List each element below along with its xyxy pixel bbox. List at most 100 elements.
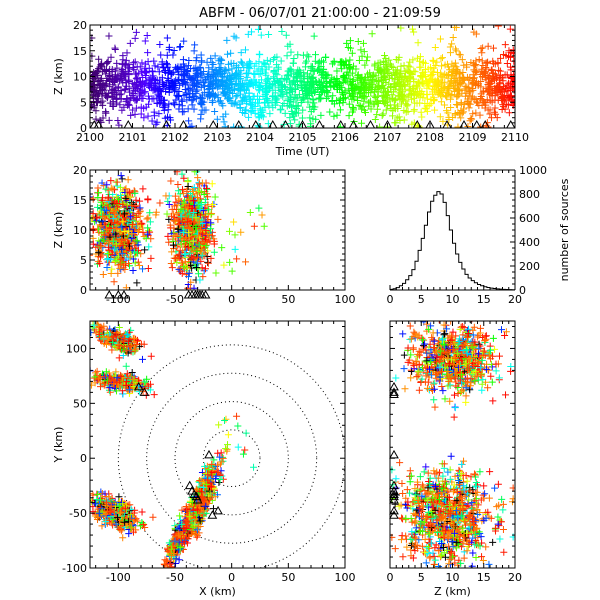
source-point [276, 106, 284, 114]
source-point [122, 381, 130, 389]
source-point [140, 114, 148, 122]
source-point [131, 189, 139, 197]
source-point [400, 72, 408, 80]
source-point [211, 193, 219, 201]
source-point [188, 97, 196, 105]
source-point [255, 95, 263, 103]
x-tick-label: 2109 [459, 131, 487, 144]
source-point [156, 93, 164, 101]
source-point [121, 235, 129, 243]
source-point [280, 83, 288, 91]
source-point [223, 36, 231, 44]
source-point [92, 70, 100, 78]
source-point [170, 99, 178, 107]
source-point [141, 37, 149, 45]
source-point [117, 372, 125, 380]
station-marker [104, 289, 115, 299]
source-point [425, 76, 433, 84]
source-point [144, 230, 152, 238]
source-point [205, 230, 213, 238]
source-point [131, 203, 139, 211]
source-point [382, 106, 390, 114]
source-point [117, 172, 125, 180]
source-point [305, 53, 313, 61]
source-point [205, 64, 213, 72]
source-point [333, 86, 341, 94]
y-tick-label: 10 [73, 71, 87, 84]
source-point [152, 208, 160, 216]
source-point [245, 80, 253, 88]
source-point [492, 86, 500, 94]
source-point [174, 76, 182, 84]
source-point [506, 92, 514, 100]
source-point [289, 110, 297, 118]
source-point [95, 65, 103, 73]
source-point [480, 87, 488, 95]
source-point [219, 113, 227, 121]
source-point [359, 85, 367, 93]
source-point [138, 59, 146, 67]
source-point [286, 114, 294, 122]
source-point [254, 110, 262, 118]
source-point [416, 57, 424, 65]
source-point [477, 45, 485, 53]
source-point [130, 248, 138, 256]
source-point [130, 509, 138, 517]
source-point [234, 64, 242, 72]
source-point [140, 521, 148, 529]
source-point [191, 41, 199, 49]
source-point [99, 81, 107, 89]
source-point [119, 200, 127, 208]
source-point [257, 31, 265, 39]
source-point [183, 264, 191, 272]
source-point [297, 98, 305, 106]
source-point [232, 79, 240, 87]
source-point [102, 224, 110, 232]
source-point [378, 111, 386, 119]
source-point [402, 108, 410, 116]
source-point [108, 265, 116, 273]
source-point [203, 185, 211, 193]
source-point [339, 99, 347, 107]
source-point [195, 81, 203, 89]
source-point [204, 259, 212, 267]
source-point [355, 57, 363, 65]
source-point [481, 73, 489, 81]
source-point [90, 490, 94, 498]
source-point [497, 54, 505, 62]
source-point [339, 72, 347, 80]
source-point [417, 63, 425, 71]
source-point [260, 59, 268, 67]
source-point [97, 496, 105, 504]
source-point [129, 106, 137, 114]
source-point [458, 89, 466, 97]
source-point [106, 233, 114, 241]
source-point [391, 97, 399, 105]
source-point [131, 346, 139, 354]
source-point [126, 64, 134, 72]
source-point [120, 103, 128, 111]
source-point [411, 68, 419, 76]
source-point [454, 92, 462, 100]
source-point [127, 213, 135, 221]
source-point [170, 87, 178, 95]
source-point [255, 204, 263, 212]
source-point [218, 78, 226, 86]
source-point [484, 42, 492, 50]
source-point [128, 524, 136, 532]
source-point [198, 237, 206, 245]
source-point [468, 115, 476, 123]
source-point [265, 63, 273, 71]
source-point [108, 87, 116, 95]
source-point [152, 120, 160, 128]
source-point [343, 77, 351, 85]
source-point [209, 61, 217, 69]
source-point [164, 69, 172, 77]
source-point [195, 270, 203, 278]
source-point [132, 28, 140, 36]
x-tick-label: 2105 [289, 131, 317, 144]
source-point [238, 60, 246, 68]
source-point [109, 237, 117, 245]
source-point [286, 65, 294, 73]
source-point [375, 99, 383, 107]
